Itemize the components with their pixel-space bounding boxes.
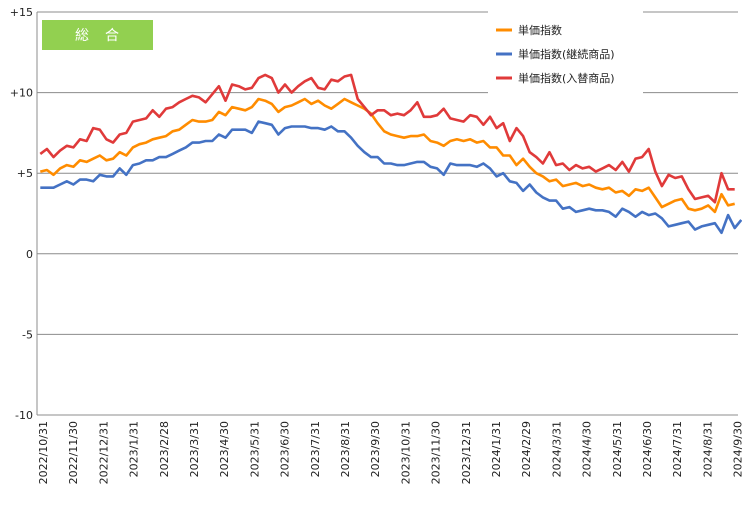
y-tick-label: -10 [15, 409, 33, 422]
x-axis-tick-labels: 2022/10/31 2022/11/30 2022/12/31 2023/1/31 2… [37, 421, 742, 484]
x-tick-label: 2023/10/31 [399, 421, 412, 484]
x-tick-label: 2024/8/31 [701, 421, 714, 477]
legend-label-series-2: 単価指数(入替商品) [518, 71, 615, 85]
series-line-2 [39, 73, 735, 204]
x-tick-label: 2024/2/29 [520, 421, 533, 477]
x-tick-label: 2024/3/31 [550, 421, 563, 477]
legend: 単価指数 単価指数(継続商品) 単価指数(入替商品) [488, 10, 643, 94]
x-tick-label: 2023/12/31 [460, 421, 473, 484]
x-tick-label: 2022/12/31 [97, 421, 110, 484]
x-tick-label: 2023/7/31 [309, 421, 322, 477]
x-tick-label: 2023/8/31 [339, 421, 352, 477]
x-tick-label: 2024/9/30 [732, 421, 742, 477]
x-tick-label: 2023/6/30 [279, 421, 292, 477]
x-tick-label: 2023/5/31 [248, 421, 261, 477]
x-tick-label: 2023/9/30 [369, 421, 382, 477]
series-lines [39, 73, 742, 235]
y-tick-label: +5 [17, 167, 33, 180]
legend-label-series-0: 単価指数 [518, 23, 562, 37]
x-tick-label: 2024/4/30 [581, 421, 594, 477]
x-tick-label: 2024/6/30 [641, 421, 654, 477]
legend-label-series-1: 単価指数(継続商品) [518, 47, 615, 61]
y-tick-label: +15 [10, 6, 33, 19]
x-tick-label: 2022/10/31 [37, 421, 50, 484]
x-tick-label: 2023/4/30 [218, 421, 231, 477]
y-tick-label: 0 [26, 248, 33, 261]
x-tick-label: 2024/7/31 [671, 421, 684, 477]
x-tick-label: 2023/1/31 [128, 421, 141, 477]
x-tick-label: 2023/11/30 [430, 421, 443, 484]
y-tick-label: +10 [10, 87, 33, 100]
x-tick-label: 2024/1/31 [490, 421, 503, 477]
series-line-0 [39, 97, 736, 214]
y-tick-label: -5 [22, 328, 33, 341]
y-axis-tick-labels: +15 +10 +5 0 -5 -10 [10, 6, 33, 422]
x-tick-label: 2023/2/28 [158, 421, 171, 477]
x-tick-label: 2024/5/31 [611, 421, 624, 477]
category-badge: 総 合 [42, 20, 153, 50]
x-tick-label: 2022/11/30 [67, 421, 80, 484]
series-line-1 [40, 120, 742, 235]
x-tick-label: 2023/3/31 [188, 421, 201, 477]
